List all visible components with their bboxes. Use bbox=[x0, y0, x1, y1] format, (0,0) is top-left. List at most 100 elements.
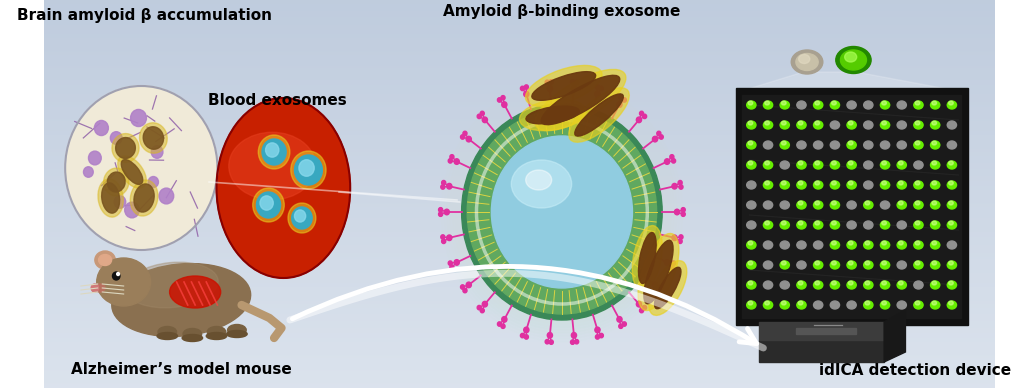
Ellipse shape bbox=[519, 99, 586, 131]
Ellipse shape bbox=[847, 121, 856, 129]
Ellipse shape bbox=[797, 221, 806, 229]
Ellipse shape bbox=[830, 121, 840, 129]
Ellipse shape bbox=[931, 181, 940, 189]
Circle shape bbox=[466, 136, 471, 142]
Ellipse shape bbox=[126, 262, 218, 308]
Circle shape bbox=[438, 212, 442, 217]
Ellipse shape bbox=[830, 221, 840, 229]
Polygon shape bbox=[884, 310, 905, 362]
Ellipse shape bbox=[749, 141, 753, 145]
Ellipse shape bbox=[648, 261, 687, 315]
Circle shape bbox=[595, 91, 600, 97]
Circle shape bbox=[523, 327, 529, 333]
Ellipse shape bbox=[781, 141, 786, 145]
Ellipse shape bbox=[881, 241, 890, 249]
Circle shape bbox=[295, 155, 323, 185]
Ellipse shape bbox=[836, 47, 871, 73]
Ellipse shape bbox=[796, 54, 818, 71]
Circle shape bbox=[640, 308, 644, 313]
Ellipse shape bbox=[830, 261, 840, 269]
Ellipse shape bbox=[568, 88, 630, 142]
Ellipse shape bbox=[947, 221, 956, 229]
Ellipse shape bbox=[913, 201, 923, 209]
Ellipse shape bbox=[913, 221, 923, 229]
Ellipse shape bbox=[881, 101, 890, 109]
Ellipse shape bbox=[830, 141, 840, 149]
Ellipse shape bbox=[947, 281, 956, 289]
Ellipse shape bbox=[813, 181, 823, 189]
Ellipse shape bbox=[799, 181, 803, 185]
Ellipse shape bbox=[913, 181, 923, 189]
Ellipse shape bbox=[898, 201, 903, 205]
Ellipse shape bbox=[143, 127, 164, 149]
Ellipse shape bbox=[847, 161, 856, 169]
Ellipse shape bbox=[511, 160, 571, 208]
Ellipse shape bbox=[815, 101, 819, 105]
Ellipse shape bbox=[913, 121, 923, 129]
Circle shape bbox=[679, 185, 683, 189]
Circle shape bbox=[616, 317, 622, 322]
Ellipse shape bbox=[797, 241, 806, 249]
Ellipse shape bbox=[932, 281, 937, 285]
Ellipse shape bbox=[897, 241, 906, 249]
Ellipse shape bbox=[781, 101, 786, 105]
Circle shape bbox=[678, 239, 682, 244]
Text: Amyloid β-binding exosome: Amyloid β-binding exosome bbox=[443, 4, 681, 19]
Ellipse shape bbox=[947, 301, 956, 309]
Ellipse shape bbox=[765, 101, 769, 105]
Ellipse shape bbox=[830, 241, 840, 249]
Circle shape bbox=[91, 284, 98, 292]
Ellipse shape bbox=[797, 261, 806, 269]
Circle shape bbox=[446, 184, 452, 189]
Ellipse shape bbox=[780, 241, 790, 249]
Circle shape bbox=[595, 335, 599, 339]
Ellipse shape bbox=[931, 261, 940, 269]
Circle shape bbox=[66, 86, 217, 250]
Circle shape bbox=[616, 102, 622, 107]
Ellipse shape bbox=[865, 201, 869, 205]
Circle shape bbox=[482, 301, 487, 307]
Ellipse shape bbox=[897, 261, 906, 269]
Circle shape bbox=[545, 340, 549, 344]
Ellipse shape bbox=[183, 329, 202, 340]
Ellipse shape bbox=[863, 141, 872, 149]
Ellipse shape bbox=[746, 221, 756, 229]
Circle shape bbox=[672, 159, 676, 163]
Ellipse shape bbox=[780, 161, 790, 169]
Ellipse shape bbox=[632, 225, 663, 291]
Polygon shape bbox=[738, 72, 963, 92]
Circle shape bbox=[454, 159, 460, 165]
Ellipse shape bbox=[932, 121, 937, 125]
Ellipse shape bbox=[863, 241, 872, 249]
Ellipse shape bbox=[931, 301, 940, 309]
Ellipse shape bbox=[799, 221, 803, 225]
Ellipse shape bbox=[112, 263, 251, 336]
Ellipse shape bbox=[158, 326, 176, 338]
Ellipse shape bbox=[541, 75, 620, 125]
Ellipse shape bbox=[815, 121, 819, 125]
Ellipse shape bbox=[882, 301, 887, 305]
Circle shape bbox=[265, 143, 279, 157]
Ellipse shape bbox=[898, 181, 903, 185]
Ellipse shape bbox=[749, 101, 753, 105]
Ellipse shape bbox=[882, 261, 887, 265]
Circle shape bbox=[449, 159, 453, 163]
Ellipse shape bbox=[228, 132, 315, 200]
Circle shape bbox=[438, 208, 442, 212]
Ellipse shape bbox=[831, 281, 837, 285]
Circle shape bbox=[440, 185, 444, 189]
Ellipse shape bbox=[799, 201, 803, 205]
Ellipse shape bbox=[815, 221, 819, 225]
Ellipse shape bbox=[932, 141, 937, 145]
Circle shape bbox=[256, 192, 281, 218]
Ellipse shape bbox=[845, 52, 857, 62]
Circle shape bbox=[652, 282, 657, 288]
Circle shape bbox=[595, 85, 599, 89]
Ellipse shape bbox=[103, 168, 129, 196]
Ellipse shape bbox=[226, 331, 247, 338]
Ellipse shape bbox=[863, 161, 872, 169]
Ellipse shape bbox=[98, 255, 112, 265]
Circle shape bbox=[549, 80, 553, 84]
Ellipse shape bbox=[898, 281, 903, 285]
Ellipse shape bbox=[746, 301, 756, 309]
